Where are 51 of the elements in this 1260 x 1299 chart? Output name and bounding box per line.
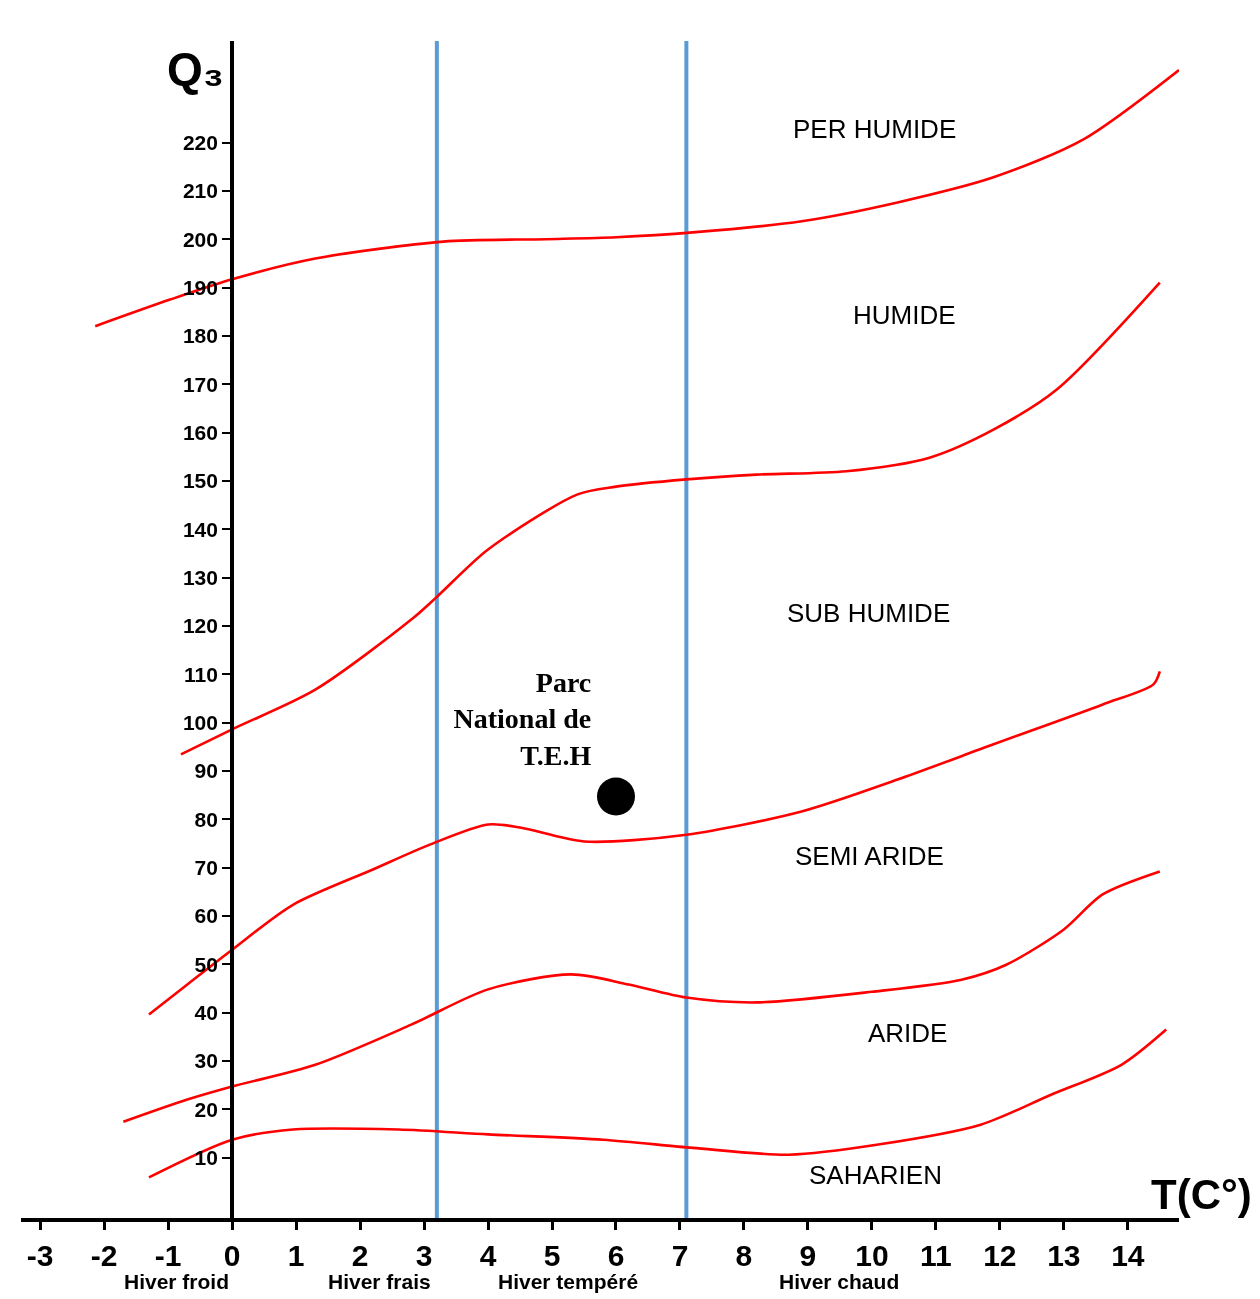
y-tick-label: 170 <box>182 372 218 396</box>
annotation: ARIDE <box>868 1018 948 1048</box>
y-tick-label: 180 <box>182 324 218 348</box>
y-tick-label: 220 <box>182 130 218 154</box>
text: Hiver frais <box>328 1270 431 1293</box>
x-tick-label: 7 <box>671 1239 689 1272</box>
y-axis-title: Q₃ <box>167 43 225 95</box>
annotation: SEMI ARIDE <box>795 841 944 871</box>
y-tick-label: 140 <box>182 517 218 541</box>
x-axis-title: T(C°) <box>1151 1171 1252 1218</box>
y-tick-label: 150 <box>182 469 218 493</box>
y-tick-label: 80 <box>194 807 218 831</box>
y-tick-label: 200 <box>182 227 218 251</box>
annotation: HUMIDE <box>853 300 956 330</box>
x-tick-label: 9 <box>799 1239 817 1272</box>
text: Hiver chaud <box>779 1270 900 1293</box>
y-tick-label: 130 <box>182 565 218 589</box>
x-tick-label: 6 <box>607 1239 625 1272</box>
y-tick-label: 20 <box>194 1097 218 1121</box>
x-tick-label: 1 <box>287 1239 305 1272</box>
x-tick-label: 13 <box>1047 1239 1081 1272</box>
annotation: SAHARIEN <box>809 1160 942 1190</box>
text: Hiver tempéré <box>498 1270 639 1293</box>
x-tick-label: 8 <box>735 1239 753 1272</box>
y-tick-label: 40 <box>194 1000 218 1024</box>
x-tick-label: 10 <box>855 1239 889 1272</box>
annotation: PER HUMIDE <box>793 114 957 144</box>
x-tick-label: 2 <box>351 1239 369 1272</box>
x-tick-label: -3 <box>26 1239 54 1272</box>
text: Hiver froid <box>124 1270 230 1293</box>
x-tick-label: 5 <box>543 1239 561 1272</box>
y-tick-label: 210 <box>182 179 218 203</box>
x-tick-label: 4 <box>479 1239 497 1272</box>
x-tick-label: 3 <box>415 1239 433 1272</box>
y-tick-label: 70 <box>194 855 218 879</box>
y-tick-label: 90 <box>194 759 218 783</box>
series-label: Parc National de T.E.H <box>453 666 592 771</box>
y-tick-label: 60 <box>194 904 218 928</box>
y-tick-label: 100 <box>182 710 218 734</box>
x-tick-label: -2 <box>90 1239 118 1272</box>
x-tick-label: 14 <box>1111 1239 1145 1272</box>
x-tick-label: -1 <box>154 1239 182 1272</box>
y-tick-label: 30 <box>194 1049 218 1073</box>
y-tick-label: 160 <box>182 420 218 444</box>
x-tick-label: 0 <box>223 1239 241 1272</box>
x-tick-label: 11 <box>920 1239 952 1272</box>
y-tick-label: 120 <box>182 614 218 638</box>
annotation: SUB HUMIDE <box>787 598 951 628</box>
x-tick-label: 12 <box>983 1239 1017 1272</box>
y-tick-label: 10 <box>194 1145 218 1169</box>
y-tick-label: 110 <box>184 662 218 686</box>
